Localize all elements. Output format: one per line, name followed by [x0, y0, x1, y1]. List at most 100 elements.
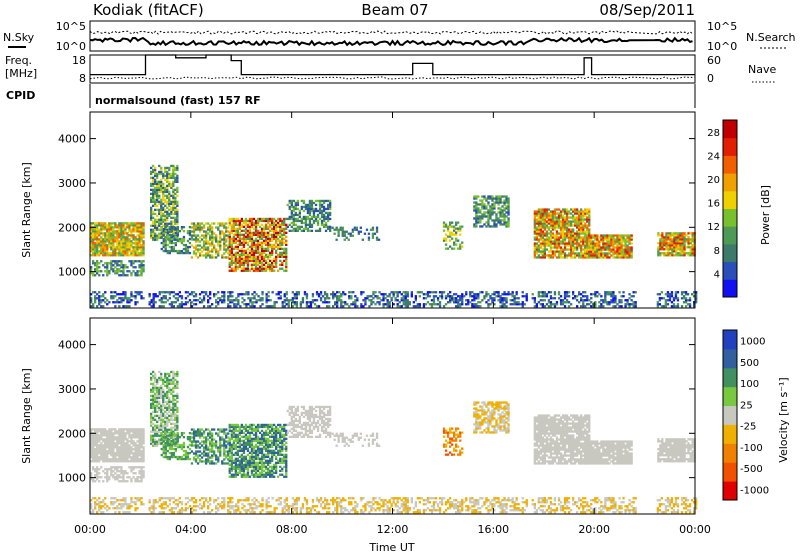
power-cell — [269, 267, 272, 270]
power-colorbar-band — [723, 261, 737, 280]
power-cell — [428, 291, 432, 294]
power-cell — [547, 220, 551, 223]
power-cell — [533, 218, 536, 221]
power-cell — [687, 240, 690, 243]
power-cell — [96, 228, 99, 231]
velocity-cell — [124, 438, 127, 441]
power-cell — [584, 222, 587, 225]
power-cell — [264, 225, 268, 228]
power-cell — [90, 272, 93, 275]
power-cell — [364, 301, 367, 304]
power-cell — [322, 209, 326, 213]
power-cell — [275, 265, 278, 268]
power-cell — [336, 303, 339, 306]
power-cell — [200, 250, 204, 253]
power-cell — [561, 301, 565, 304]
power-cell — [293, 295, 296, 298]
power-cell — [156, 198, 159, 201]
power-cell — [670, 295, 674, 298]
power-cell — [102, 248, 105, 251]
velocity-cell — [136, 452, 139, 455]
velocity-cell — [96, 478, 99, 481]
velocity-cell — [110, 436, 113, 439]
velocity-cell — [104, 432, 107, 435]
power-cell — [553, 214, 557, 217]
power-cell — [596, 236, 599, 239]
power-cell — [156, 236, 159, 239]
power-cell — [160, 190, 163, 193]
power-cell — [630, 254, 633, 257]
power-cell — [479, 203, 482, 206]
velocity-cell — [128, 456, 131, 459]
power-cell — [375, 228, 379, 231]
power-cell — [96, 238, 99, 241]
power-cell — [487, 223, 490, 226]
power-cell — [592, 293, 595, 296]
power-cell — [495, 215, 498, 218]
velocity-cell — [104, 452, 107, 455]
velocity-cell — [138, 434, 141, 437]
power-cell — [132, 254, 135, 257]
power-cell — [309, 305, 313, 308]
power-cell — [262, 227, 266, 230]
power-cell — [267, 239, 270, 242]
power-cell — [142, 222, 145, 225]
power-cell — [624, 244, 627, 247]
power-cell — [677, 246, 680, 249]
power-cell — [168, 174, 171, 177]
power-cell — [382, 295, 385, 298]
power-cell — [176, 174, 179, 177]
power-cell — [108, 252, 111, 255]
power-cell — [392, 293, 395, 296]
y-tick-label: 3000 — [58, 177, 86, 190]
power-cell — [491, 299, 494, 302]
power-cell — [257, 295, 260, 298]
power-cell — [580, 293, 583, 296]
power-cell — [513, 301, 516, 304]
power-cell — [90, 238, 93, 241]
power-cell — [232, 259, 235, 262]
power-cell — [499, 211, 502, 214]
power-cell — [319, 291, 323, 294]
power-cell — [541, 232, 544, 235]
power-cell — [158, 305, 161, 308]
power-cell — [242, 243, 246, 246]
power-cell — [608, 291, 611, 294]
power-cell — [689, 232, 692, 235]
power-cell — [410, 291, 413, 294]
power-cell — [392, 303, 395, 306]
power-cell — [501, 305, 504, 308]
power-cell — [410, 293, 413, 296]
power-cell — [410, 295, 413, 298]
power-cell — [94, 250, 97, 253]
power-cell — [92, 260, 95, 263]
power-cell — [180, 239, 184, 243]
power-cell — [616, 234, 619, 237]
velocity-cell — [114, 478, 117, 481]
power-cell — [252, 259, 256, 262]
velocity-cell — [132, 468, 135, 471]
power-cell — [683, 242, 686, 245]
power-cell — [582, 240, 585, 243]
power-cell — [555, 224, 559, 227]
power-cell — [162, 192, 165, 195]
power-cell — [503, 297, 506, 300]
power-cell — [497, 201, 500, 204]
power-cell — [521, 305, 524, 308]
power-cell — [136, 230, 139, 233]
power-cell — [632, 295, 635, 298]
power-cell — [176, 188, 179, 191]
power-cell — [570, 230, 573, 233]
power-cell — [166, 174, 169, 177]
velocity-cell — [116, 448, 119, 451]
power-cell — [354, 299, 357, 302]
power-cell — [691, 238, 694, 241]
power-cell — [130, 262, 133, 265]
power-cell — [559, 210, 563, 213]
power-cell — [209, 226, 212, 229]
power-cell — [150, 232, 153, 235]
power-cell — [104, 226, 107, 229]
power-cell — [288, 207, 291, 211]
power-cell — [273, 247, 276, 250]
power-cell — [661, 234, 664, 237]
